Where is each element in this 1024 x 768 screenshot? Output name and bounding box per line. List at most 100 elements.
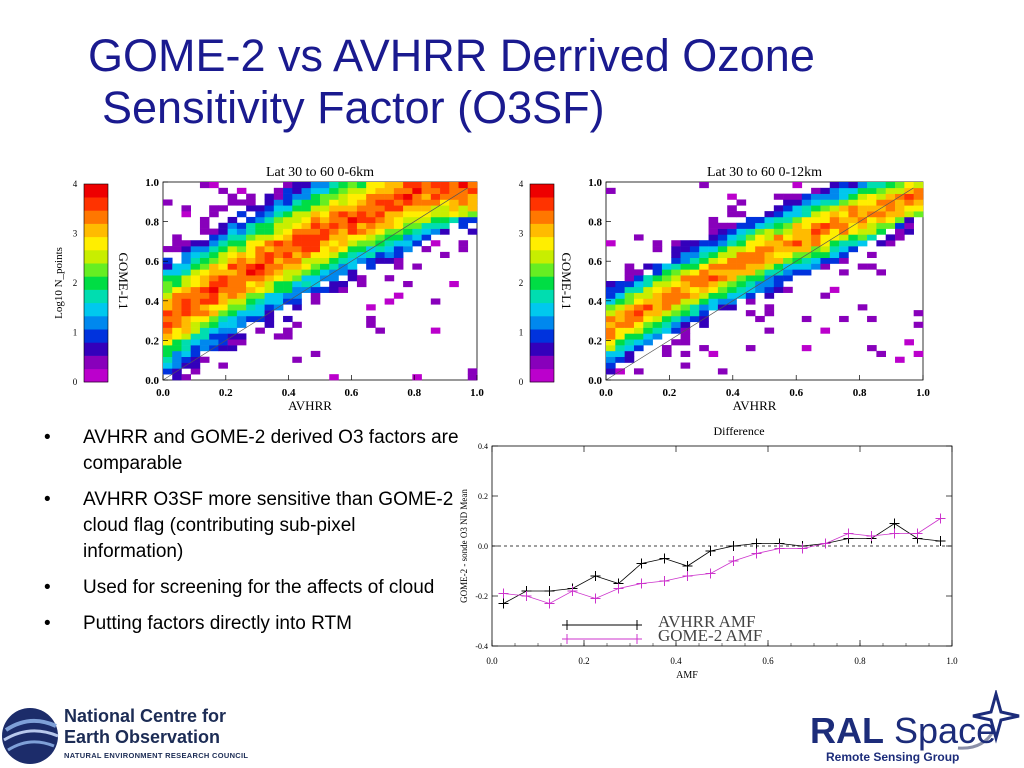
heatmap-cell bbox=[661, 275, 672, 282]
heatmap-cell bbox=[218, 281, 228, 288]
heatmap-cell bbox=[449, 216, 459, 224]
heatmap-cell bbox=[820, 292, 831, 299]
heatmap-cell bbox=[273, 251, 284, 259]
heatmap-cell bbox=[218, 205, 228, 212]
heatmap-cell bbox=[329, 263, 339, 270]
heatmap-cell bbox=[218, 292, 228, 299]
heatmap-cell bbox=[163, 345, 173, 352]
heatmap-cell bbox=[895, 205, 905, 212]
heatmap-cell bbox=[829, 286, 840, 293]
heatmap-cell bbox=[699, 269, 709, 276]
heatmap-cell bbox=[338, 228, 349, 235]
heatmap-cell bbox=[680, 315, 691, 323]
heatmap-cell bbox=[820, 263, 831, 270]
heatmap-cell bbox=[615, 304, 625, 311]
heatmap-cell bbox=[811, 263, 821, 270]
x-tick-label: 0.2 bbox=[219, 387, 233, 399]
heatmap-cell bbox=[283, 281, 293, 288]
heatmap-cell bbox=[467, 199, 478, 206]
heatmap-cell bbox=[172, 345, 182, 352]
colorbar-cell bbox=[84, 236, 108, 251]
x-tick-label: 0.4 bbox=[670, 656, 682, 666]
heatmap-cell bbox=[820, 187, 831, 194]
colorbar-cell bbox=[530, 302, 554, 317]
heatmap-cell bbox=[283, 257, 293, 264]
heatmap-cell bbox=[867, 205, 877, 212]
heatmap-cell bbox=[661, 286, 672, 293]
heatmap-cell bbox=[338, 211, 349, 218]
heatmap-cell bbox=[375, 182, 385, 189]
heatmap-cell bbox=[264, 251, 275, 259]
heatmap-cell bbox=[227, 251, 238, 259]
heatmap-cell bbox=[671, 310, 681, 317]
heatmap-cell bbox=[913, 211, 924, 218]
heatmap-cell bbox=[773, 257, 784, 264]
heatmap-cell bbox=[218, 263, 228, 270]
heatmap-cell bbox=[301, 275, 312, 282]
heatmap-cell bbox=[829, 187, 840, 194]
heatmap-cell bbox=[606, 362, 616, 369]
heatmap-cell bbox=[689, 269, 700, 276]
heatmap-cell bbox=[163, 246, 173, 253]
heatmap-cell bbox=[764, 286, 775, 293]
heatmap-cell bbox=[181, 327, 192, 334]
heatmap-cell bbox=[633, 315, 644, 323]
heatmap-cell bbox=[329, 281, 339, 288]
heatmap-cell bbox=[181, 298, 192, 305]
heatmap-cell bbox=[236, 321, 247, 328]
heatmap-cell bbox=[820, 327, 831, 334]
heatmap-cell bbox=[320, 205, 330, 212]
heatmap-cell bbox=[857, 199, 868, 206]
heatmap-cell bbox=[218, 345, 228, 352]
heatmap-cell bbox=[857, 187, 868, 194]
heatmap-cell bbox=[633, 298, 644, 305]
heatmap-cell bbox=[283, 275, 293, 282]
heatmap-cell bbox=[764, 211, 775, 218]
heatmap-cell bbox=[366, 205, 376, 212]
heatmap-cell bbox=[783, 205, 793, 212]
heatmap-cell bbox=[829, 211, 840, 218]
x-tick-label: 0.2 bbox=[578, 656, 589, 666]
heatmap-cell bbox=[671, 339, 681, 346]
heatmap-cell bbox=[190, 327, 201, 334]
heatmap-cell bbox=[209, 310, 219, 317]
data-point-plus bbox=[682, 561, 693, 571]
heatmap-cell bbox=[255, 263, 265, 270]
heatmap-cell bbox=[301, 228, 312, 235]
heatmap-cell bbox=[661, 269, 672, 276]
heatmap-cell bbox=[652, 298, 663, 305]
heatmap-cell bbox=[624, 298, 635, 305]
heatmap-cell bbox=[745, 246, 756, 253]
heatmap-cell bbox=[717, 292, 728, 299]
heatmap-cell bbox=[671, 298, 681, 305]
heatmap-cell bbox=[633, 333, 644, 340]
heatmap-cell bbox=[273, 292, 284, 299]
heatmap-cell bbox=[255, 234, 265, 241]
heatmap-cell bbox=[329, 374, 339, 381]
heatmap-cell bbox=[292, 240, 302, 247]
heatmap-cell bbox=[209, 275, 219, 282]
data-point-plus bbox=[636, 578, 647, 589]
heatmap-cell bbox=[172, 356, 182, 363]
data-point-plus bbox=[705, 546, 716, 556]
heatmap-cell bbox=[236, 211, 247, 218]
heatmap-cell bbox=[885, 216, 896, 224]
heatmap-cell bbox=[708, 222, 719, 229]
heatmap-cell bbox=[857, 211, 868, 218]
heatmap-cell bbox=[283, 187, 293, 194]
heatmap-cell bbox=[680, 281, 691, 288]
heatmap-cell bbox=[745, 257, 756, 264]
heatmap-cell bbox=[699, 251, 709, 259]
heatmap-cell bbox=[615, 310, 625, 317]
heatmap-cell bbox=[857, 304, 868, 311]
heatmap-cell bbox=[680, 292, 691, 299]
colorbar-cell bbox=[530, 289, 554, 304]
heatmap-cell bbox=[876, 211, 887, 218]
data-point-plus bbox=[659, 576, 670, 586]
x-tick-label: 0.0 bbox=[599, 387, 613, 399]
heatmap-cell bbox=[209, 292, 219, 299]
heatmap-cell bbox=[384, 216, 395, 224]
heatmap-cell bbox=[661, 292, 672, 299]
heatmap-cell bbox=[671, 292, 681, 299]
heatmap-cell bbox=[283, 193, 293, 200]
